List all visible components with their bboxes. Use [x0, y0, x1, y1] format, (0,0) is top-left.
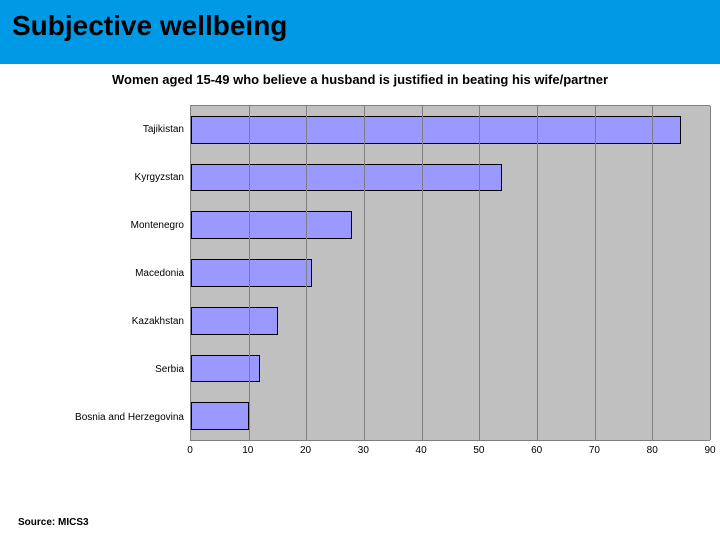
bar-slot: [191, 106, 710, 154]
y-axis-label: Serbia: [10, 345, 190, 393]
x-axis-tick: 10: [242, 445, 253, 456]
x-axis-tick: 50: [473, 445, 484, 456]
gridline: [422, 106, 423, 440]
bar: [191, 164, 502, 192]
bar: [191, 116, 681, 144]
bar-slot: [191, 297, 710, 345]
gridline: [537, 106, 538, 440]
bar: [191, 355, 260, 383]
x-axis-row: 0102030405060708090: [10, 441, 710, 461]
x-axis-tick: 70: [589, 445, 600, 456]
x-axis-tick: 60: [531, 445, 542, 456]
x-axis-tick: 30: [358, 445, 369, 456]
y-axis-labels: TajikistanKyrgyzstanMontenegroMacedoniaK…: [10, 105, 190, 441]
x-axis-tick: 40: [416, 445, 427, 456]
source-text: Source: MICS3: [18, 517, 89, 528]
chart-title: Women aged 15-49 who believe a husband i…: [10, 72, 710, 87]
gridline: [249, 106, 250, 440]
gridline: [364, 106, 365, 440]
bar: [191, 211, 352, 239]
bar-slot: [191, 392, 710, 440]
gridline: [710, 106, 711, 440]
y-axis-label: Kyrgyzstan: [10, 153, 190, 201]
plot-area: [190, 105, 710, 441]
gridline: [652, 106, 653, 440]
slide-title: Subjective wellbeing: [12, 10, 708, 42]
slide-header: Subjective wellbeing: [0, 0, 720, 64]
gridline: [595, 106, 596, 440]
x-axis: 0102030405060708090: [190, 441, 710, 461]
y-axis-label: Macedonia: [10, 249, 190, 297]
bar: [191, 259, 312, 287]
x-axis-tick: 80: [647, 445, 658, 456]
bar-slot: [191, 201, 710, 249]
y-axis-label: Tajikistan: [10, 105, 190, 153]
chart-container: Women aged 15-49 who believe a husband i…: [0, 72, 720, 461]
chart-plot-row: TajikistanKyrgyzstanMontenegroMacedoniaK…: [10, 105, 710, 441]
gridline: [479, 106, 480, 440]
x-axis-tick: 90: [704, 445, 715, 456]
x-axis-tick: 20: [300, 445, 311, 456]
y-axis-label: Kazakhstan: [10, 297, 190, 345]
bar: [191, 402, 249, 430]
bar-slot: [191, 154, 710, 202]
x-axis-tick: 0: [187, 445, 193, 456]
gridline: [306, 106, 307, 440]
y-axis-label: Bosnia and Herzegovina: [10, 393, 190, 441]
bars-layer: [191, 106, 710, 440]
y-axis-label: Montenegro: [10, 201, 190, 249]
bar: [191, 307, 278, 335]
bar-slot: [191, 345, 710, 393]
bar-slot: [191, 249, 710, 297]
